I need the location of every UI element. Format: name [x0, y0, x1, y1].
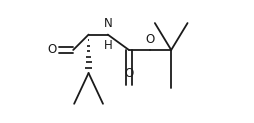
- Text: O: O: [146, 33, 155, 46]
- Text: O: O: [124, 67, 134, 80]
- Text: H: H: [103, 39, 112, 52]
- Text: O: O: [47, 43, 56, 56]
- Text: N: N: [103, 17, 112, 30]
